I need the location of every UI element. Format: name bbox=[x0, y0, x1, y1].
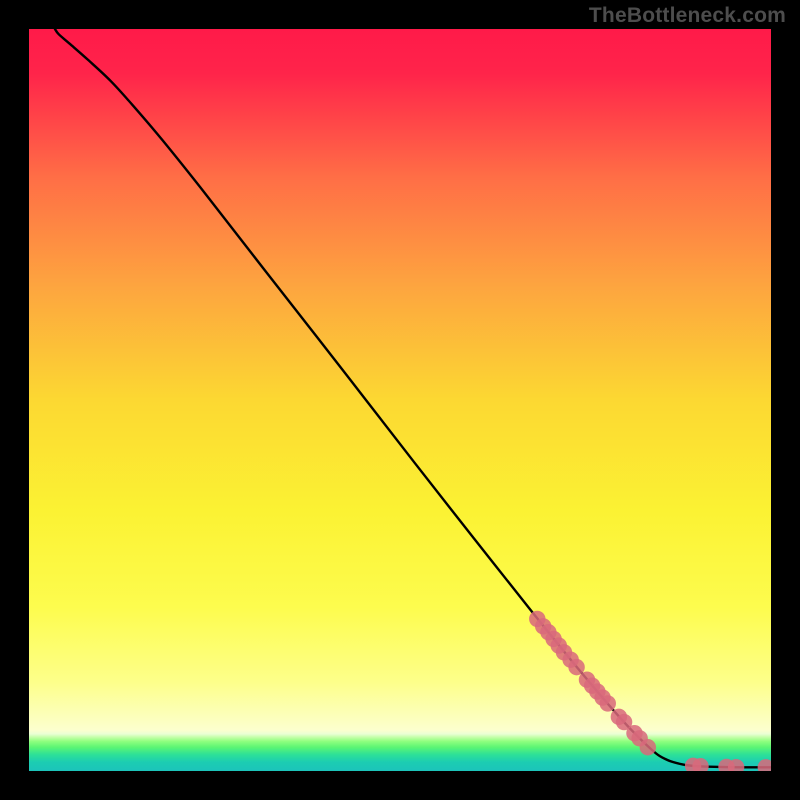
watermark-text: TheBottleneck.com bbox=[589, 4, 786, 28]
gradient-background bbox=[29, 29, 771, 771]
chart-frame: TheBottleneck.com bbox=[0, 0, 800, 800]
chart-plot bbox=[29, 29, 771, 771]
data-marker bbox=[600, 695, 616, 711]
data-marker bbox=[568, 659, 584, 675]
data-marker bbox=[640, 739, 656, 755]
